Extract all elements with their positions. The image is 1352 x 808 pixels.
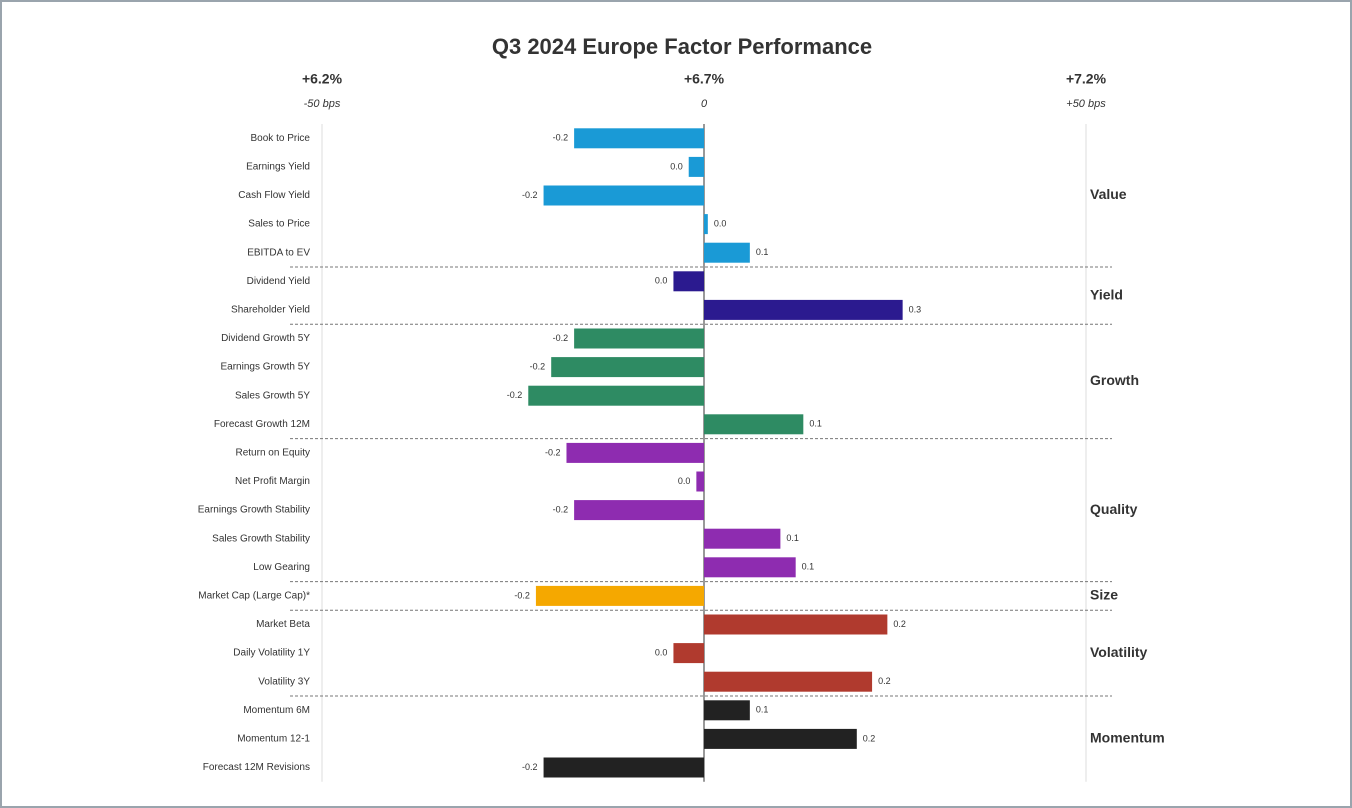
category-label: Forecast Growth 12M (214, 419, 310, 430)
value-label: 0.0 (714, 218, 727, 228)
value-label: -0.2 (553, 504, 569, 514)
category-label: Momentum 12-1 (237, 734, 310, 745)
x-tick-label: +50 bps (1066, 98, 1106, 110)
category-label: Return on Equity (236, 448, 311, 459)
bar (543, 185, 704, 206)
category-label: Low Gearing (253, 562, 310, 573)
value-label: 0.1 (756, 705, 769, 715)
category-label: Market Cap (Large Cap)* (198, 591, 310, 602)
bar (688, 156, 704, 177)
category-label: Dividend Yield (247, 276, 310, 287)
value-label: -0.2 (507, 390, 523, 400)
category-label: Shareholder Yield (231, 305, 310, 316)
group-label: Volatility (1090, 644, 1148, 660)
group-label: Value (1090, 186, 1127, 202)
bar (704, 414, 804, 435)
bar (704, 700, 750, 721)
bar (704, 728, 857, 749)
bar (696, 471, 704, 492)
value-label: -0.2 (553, 133, 569, 143)
category-label: Sales Growth Stability (212, 533, 310, 544)
bar (704, 214, 708, 235)
group-label: Growth (1090, 372, 1139, 388)
bar (704, 528, 781, 549)
value-label: 0.1 (756, 247, 769, 257)
bar (566, 442, 704, 463)
x2-tick-label: +7.2% (1066, 71, 1107, 87)
bar (704, 614, 888, 635)
category-label: Forecast 12M Revisions (203, 762, 310, 773)
value-label: -0.2 (553, 333, 569, 343)
group-label: Momentum (1090, 730, 1165, 746)
value-label: -0.2 (522, 190, 538, 200)
category-label: Market Beta (256, 619, 310, 630)
category-label: Volatility 3Y (258, 676, 310, 687)
category-label: Daily Volatility 1Y (233, 648, 310, 659)
group-label: Yield (1090, 286, 1123, 302)
value-label: 0.2 (878, 676, 891, 686)
bar (673, 271, 704, 292)
value-label: -0.2 (514, 590, 530, 600)
category-label: EBITDA to EV (247, 247, 310, 258)
bar (551, 357, 704, 378)
category-label: Sales to Price (248, 219, 310, 230)
bar (704, 242, 750, 263)
x2-tick-label: +6.2% (302, 71, 343, 87)
value-label: -0.2 (522, 762, 538, 772)
group-label: Size (1090, 587, 1118, 603)
bar (704, 557, 796, 578)
bar (535, 585, 704, 606)
category-label: Earnings Growth 5Y (221, 362, 311, 373)
bar (574, 128, 704, 149)
chart-title: Q3 2024 Europe Factor Performance (492, 34, 872, 59)
bar (543, 757, 704, 778)
value-label: 0.1 (809, 419, 822, 429)
value-label: -0.2 (545, 447, 561, 457)
value-label: 0.0 (655, 276, 668, 286)
bar (704, 299, 903, 320)
value-label: 0.2 (863, 733, 876, 743)
category-label: Sales Growth 5Y (235, 390, 310, 401)
value-label: 0.0 (655, 647, 668, 657)
category-label: Momentum 6M (243, 705, 310, 716)
value-label: 0.0 (678, 476, 691, 486)
category-label: Dividend Growth 5Y (221, 333, 310, 344)
bar (673, 643, 704, 664)
bar (528, 385, 704, 406)
value-label: 0.1 (802, 562, 815, 572)
category-label: Cash Flow Yield (238, 190, 310, 201)
category-label: Net Profit Margin (235, 476, 310, 487)
value-label: 0.3 (909, 304, 922, 314)
value-label: 0.0 (670, 161, 683, 171)
category-label: Earnings Yield (246, 162, 310, 173)
bar (574, 328, 704, 349)
value-label: -0.2 (530, 361, 546, 371)
group-label: Quality (1090, 501, 1138, 517)
bar (574, 500, 704, 521)
category-label: Earnings Growth Stability (198, 505, 310, 516)
x-tick-label: -50 bps (304, 98, 341, 110)
category-label: Book to Price (251, 133, 311, 144)
value-label: 0.1 (786, 533, 799, 543)
x-tick-label: 0 (701, 98, 708, 110)
x2-tick-label: +6.7% (684, 71, 725, 87)
value-label: 0.2 (893, 619, 906, 629)
bar (704, 671, 873, 692)
